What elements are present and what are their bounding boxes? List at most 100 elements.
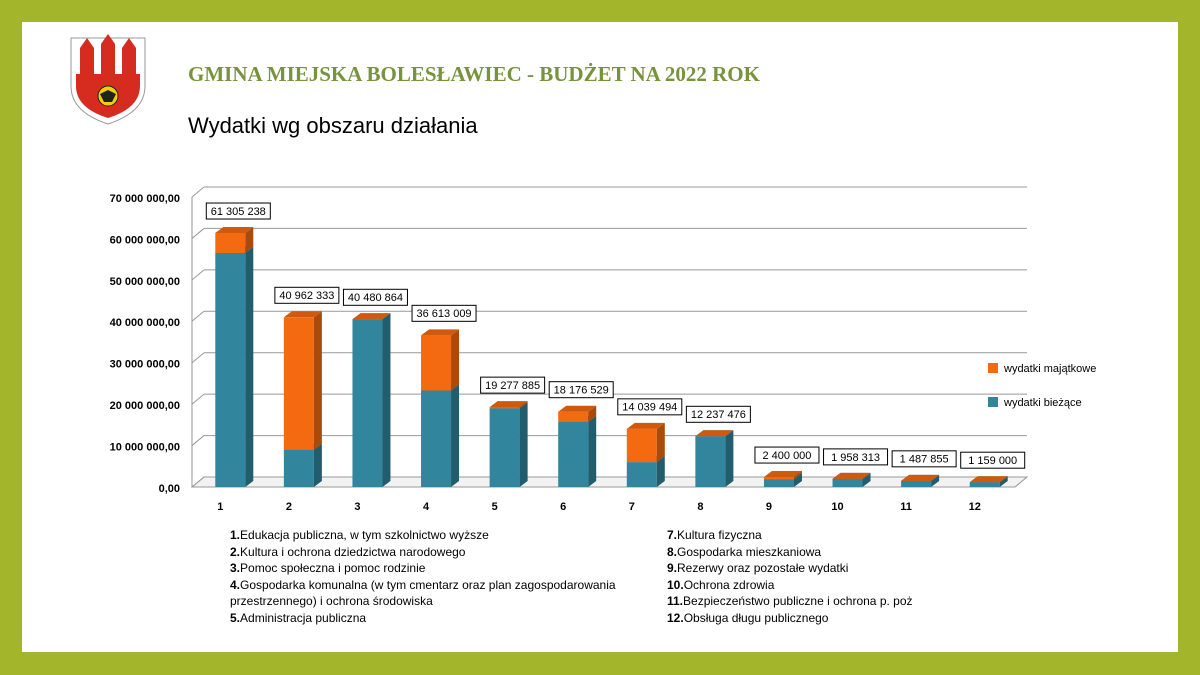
- total-label: 40 480 864: [348, 292, 403, 304]
- total-label: 12 237 476: [691, 409, 746, 421]
- note-number: 2.: [230, 544, 241, 559]
- bar-segment-side: [588, 415, 597, 487]
- bar-segment-side: [793, 471, 802, 480]
- bar-segment-side: [313, 311, 322, 450]
- total-label-box: [205, 202, 271, 220]
- bar-segment-top: [763, 471, 802, 478]
- note-text: Administracja publiczna: [240, 610, 367, 625]
- total-label: 61 305 238: [211, 206, 266, 218]
- note: 3.Pomoc społeczna i pomoc rodzinie: [230, 560, 650, 577]
- bar-segment: [558, 421, 589, 487]
- legend-label: wydatki bieżące: [1003, 397, 1082, 409]
- y-tick-label: 60 000 000,00: [110, 234, 180, 246]
- total-label: 18 176 529: [554, 385, 609, 397]
- note-number: 3.: [230, 561, 241, 576]
- total-label-box: [960, 451, 1026, 469]
- note: 11.Bezpieczeństwo publiczne i ochrona p.…: [667, 593, 967, 610]
- bar-segment-side: [999, 476, 1008, 487]
- grid-line-side: [191, 393, 205, 405]
- x-tick-label: 3: [354, 501, 360, 513]
- total-label-box: [480, 376, 546, 394]
- bar-segment-top: [695, 430, 734, 437]
- total-label-box: [548, 381, 614, 399]
- x-tick-label: 5: [492, 501, 498, 513]
- y-tick-label: 0,00: [159, 483, 180, 495]
- slide-title: GMINA MIEJSKA BOLESŁAWIEC - BUDŻET NA 20…: [188, 62, 760, 86]
- note-text: Pomoc społeczna i pomoc rodzinie: [240, 561, 426, 576]
- note-number: 10.: [667, 577, 684, 592]
- bar-segment-side: [656, 456, 665, 487]
- grid-line-side: [191, 352, 205, 364]
- bar-segment-side: [245, 227, 254, 253]
- y-tick-label: 10 000 000,00: [110, 441, 180, 453]
- bar-segment: [283, 449, 314, 487]
- x-tick-label: 12: [969, 501, 981, 513]
- bar-segment-top: [832, 472, 871, 479]
- legend-swatch: [988, 363, 998, 373]
- x-tick-label: 7: [629, 501, 635, 513]
- total-label-box: [685, 405, 751, 423]
- bar-segment: [763, 477, 794, 480]
- total-label-box: [754, 446, 820, 464]
- bar-segment: [283, 317, 314, 450]
- total-label-box: [617, 398, 683, 416]
- bar-segment: [901, 480, 932, 487]
- bar-segment-top: [901, 474, 940, 481]
- bar-segment: [558, 411, 589, 422]
- bar-segment: [489, 408, 520, 487]
- note-text: Gospodarka mieszkaniowa: [677, 544, 822, 559]
- total-label: 14 039 494: [622, 402, 677, 414]
- x-tick-label: 4: [423, 501, 430, 513]
- note-text: Ochrona zdrowia: [683, 577, 775, 592]
- note-text: Gospodarka komunalna (w tym cmentarz ora…: [230, 577, 616, 609]
- note: 12.Obsługa długu publicznego: [667, 610, 967, 627]
- bar-segment-top: [215, 227, 254, 234]
- note-text: Bezpieczeństwo publiczne i ochrona p. po…: [683, 594, 913, 609]
- bar-segment-side: [313, 443, 322, 487]
- bar-segment: [969, 482, 1000, 487]
- bar-segment-side: [451, 329, 460, 391]
- grid-line-side: [191, 269, 205, 281]
- note-number: 11.: [667, 594, 684, 609]
- bar-segment-side: [862, 472, 871, 487]
- bar-segment-side: [793, 473, 802, 487]
- x-tick-label: 6: [560, 501, 566, 513]
- bar-segment-side: [931, 474, 940, 487]
- legend-label: wydatki majątkowe: [1003, 363, 1096, 375]
- note: 7.Kultura fizyczna: [667, 527, 967, 544]
- bar-segment-side: [519, 401, 528, 409]
- note-text: Obsługa długu publicznego: [683, 610, 829, 625]
- note: 2.Kultura i ochrona dziedzictwa narodowe…: [230, 544, 650, 561]
- total-label-box: [823, 448, 889, 466]
- total-label-box: [411, 304, 477, 322]
- bar-segment-side: [656, 422, 665, 463]
- bar-segment: [763, 479, 794, 487]
- bar-segment: [421, 390, 452, 487]
- y-tick-label: 20 000 000,00: [110, 400, 180, 412]
- bar-segment: [695, 436, 726, 487]
- bar-segment-side: [519, 402, 528, 487]
- bar-segment-top: [558, 405, 597, 412]
- bar-segment: [626, 462, 657, 487]
- bar-segment: [215, 233, 246, 253]
- x-tick-label: 11: [900, 501, 912, 513]
- bar-segment-side: [588, 405, 597, 422]
- bar-segment: [352, 319, 383, 487]
- bar-segment: [489, 407, 520, 409]
- bar-segment-side: [245, 246, 254, 487]
- note: 8.Gospodarka mieszkaniowa: [667, 544, 967, 561]
- note-number: 7.: [667, 528, 678, 542]
- total-label: 1 159 000: [968, 455, 1017, 467]
- grid-line-side: [191, 186, 205, 198]
- y-tick-label: 30 000 000,00: [110, 359, 180, 371]
- total-label-box: [342, 288, 408, 306]
- note: 1.Edukacja publiczna, w tym szkolnictwo …: [230, 527, 650, 544]
- x-tick-label: 10: [831, 501, 843, 513]
- bar-segment: [421, 335, 452, 391]
- total-label: 1 487 855: [900, 454, 949, 466]
- back-wall: [204, 187, 1027, 477]
- notes-left: 1.Edukacja publiczna, w tym szkolnictwo …: [230, 527, 650, 627]
- x-tick-label: 8: [697, 501, 703, 513]
